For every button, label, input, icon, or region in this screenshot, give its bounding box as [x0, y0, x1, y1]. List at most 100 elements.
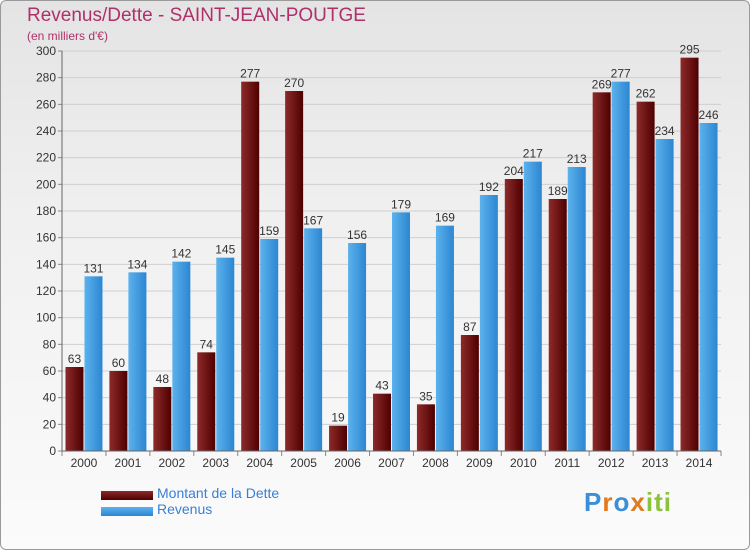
y-tick-label: 280	[36, 71, 56, 85]
logo-letter: o	[613, 487, 631, 517]
data-label-dette: 262	[636, 87, 656, 101]
y-tick-label: 180	[36, 204, 56, 218]
y-tick-label: 80	[43, 337, 57, 351]
data-label-dette: 277	[240, 67, 260, 81]
bar-dette	[329, 425, 348, 451]
logo-letter: i	[663, 487, 672, 517]
bar-revenus	[655, 139, 674, 451]
y-tick-label: 60	[43, 364, 57, 378]
bar-revenus	[128, 272, 147, 451]
x-tick-label: 2004	[246, 456, 273, 470]
data-label-revenus: 131	[83, 261, 103, 275]
y-tick-label: 0	[49, 444, 56, 458]
data-label-revenus: 134	[127, 257, 147, 271]
data-label-revenus: 217	[523, 147, 543, 161]
logo-letter: i	[645, 487, 655, 517]
x-tick-label: 2012	[598, 456, 625, 470]
y-tick-label: 140	[36, 257, 56, 271]
data-label-revenus: 277	[611, 67, 631, 81]
x-tick-label: 2011	[554, 456, 580, 470]
chart-title: Revenus/Dette - SAINT-JEAN-POUTGE	[27, 5, 366, 26]
bar-dette	[109, 371, 128, 451]
logo-letter: r	[602, 487, 614, 517]
bar-revenus	[435, 225, 454, 451]
bar-dette	[241, 81, 260, 452]
bar-dette	[680, 57, 699, 452]
data-label-dette: 295	[680, 43, 700, 57]
y-tick-label: 40	[43, 391, 57, 405]
bar-revenus	[567, 167, 586, 451]
bar-dette	[285, 91, 304, 451]
data-label-revenus: 167	[303, 213, 323, 227]
bar-revenus	[479, 195, 498, 451]
bar-dette	[416, 404, 435, 451]
y-tick-label: 200	[36, 177, 56, 191]
bar-dette	[65, 367, 84, 451]
data-label-dette: 189	[548, 184, 568, 198]
x-tick-label: 2014	[686, 456, 713, 470]
data-label-revenus: 159	[259, 224, 279, 238]
bar-revenus	[523, 161, 542, 451]
x-tick-label: 2003	[202, 456, 229, 470]
logo-letter: P	[584, 487, 603, 517]
data-label-dette: 87	[463, 320, 477, 334]
bar-dette	[460, 335, 479, 451]
legend-label-dette: Montant de la Dette	[157, 485, 280, 501]
data-label-dette: 35	[419, 389, 433, 403]
bar-revenus	[699, 123, 718, 451]
data-label-revenus: 169	[435, 211, 455, 225]
y-tick-label: 160	[36, 231, 56, 245]
y-tick-label: 220	[36, 151, 56, 165]
data-label-revenus: 213	[567, 152, 587, 166]
data-label-revenus: 179	[391, 197, 411, 211]
data-label-revenus: 142	[171, 247, 191, 261]
data-label-revenus: 145	[215, 243, 235, 257]
x-tick-label: 2008	[422, 456, 449, 470]
data-label-revenus: 246	[699, 108, 719, 122]
bar-revenus	[216, 257, 235, 451]
data-label-dette: 74	[200, 337, 214, 351]
data-label-revenus: 192	[479, 180, 499, 194]
bar-revenus	[172, 261, 191, 451]
x-tick-label: 2009	[466, 456, 493, 470]
data-label-dette: 60	[112, 356, 126, 370]
bar-dette	[504, 179, 523, 451]
y-tick-label: 100	[36, 311, 56, 325]
x-tick-label: 2006	[334, 456, 361, 470]
data-label-dette: 19	[331, 411, 345, 425]
bar-revenus	[392, 212, 410, 451]
bar-dette	[373, 393, 391, 451]
data-label-dette: 63	[68, 352, 82, 366]
legend-swatch-revenus	[101, 507, 153, 516]
logo-letter: x	[630, 487, 646, 517]
data-label-revenus: 234	[655, 124, 675, 138]
bar-revenus	[84, 276, 103, 451]
bar-dette	[636, 101, 655, 452]
bar-dette	[153, 387, 172, 451]
proxiti-logo: Proxiti	[584, 487, 672, 518]
y-tick-label: 240	[36, 124, 56, 138]
bar-dette	[548, 199, 567, 451]
bar-dette	[197, 352, 216, 451]
bar-revenus	[304, 228, 323, 451]
data-label-revenus: 156	[347, 228, 367, 242]
x-tick-label: 2001	[115, 456, 142, 470]
x-tick-label: 2010	[510, 456, 537, 470]
y-tick-label: 300	[36, 44, 56, 58]
data-label-dette: 269	[592, 77, 612, 91]
y-tick-label: 260	[36, 97, 56, 111]
legend-label-revenus: Revenus	[157, 501, 213, 517]
logo-letter: t	[654, 487, 664, 517]
chart-subtitle: (en milliers d'€)	[27, 29, 108, 43]
y-tick-label: 20	[43, 417, 57, 431]
x-tick-label: 2002	[158, 456, 185, 470]
y-tick-label: 120	[36, 284, 56, 298]
bar-dette	[592, 92, 611, 451]
bar-revenus	[260, 239, 279, 451]
data-label-dette: 43	[375, 379, 389, 393]
x-tick-label: 2005	[290, 456, 317, 470]
bar-revenus	[348, 243, 367, 451]
legend-swatch-dette	[101, 491, 153, 500]
